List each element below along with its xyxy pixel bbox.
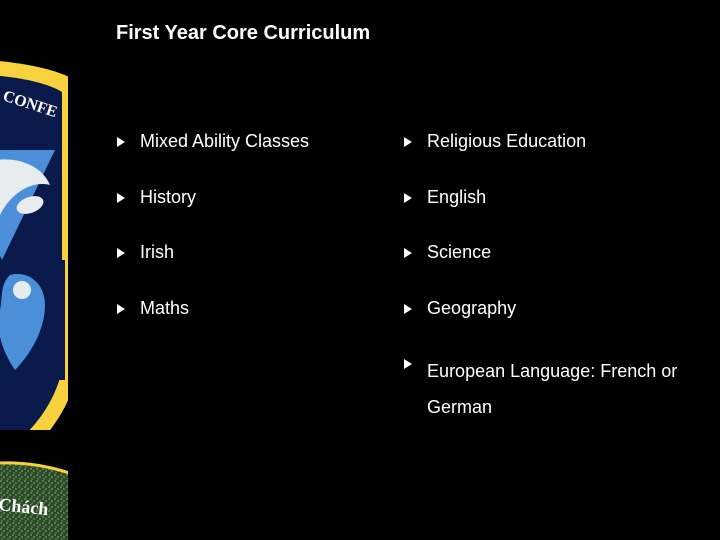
chevron-right-icon <box>403 304 413 314</box>
list-item-label: Irish <box>140 242 403 264</box>
list-item: History <box>116 187 403 209</box>
list-item-label: Science <box>427 242 700 264</box>
chevron-right-icon <box>403 193 413 203</box>
list-item-label: Mixed Ability Classes <box>140 131 403 153</box>
list-item: English <box>403 187 700 209</box>
list-item: Religious Education <box>403 131 700 153</box>
list-item-label: English <box>427 187 700 209</box>
chevron-right-icon <box>116 137 126 147</box>
curriculum-columns: Mixed Ability Classes History Irish Math… <box>116 131 700 459</box>
list-item: Geography <box>403 298 700 320</box>
list-item: Mixed Ability Classes <box>116 131 403 153</box>
list-item: Maths <box>116 298 403 320</box>
slide-content: First Year Core Curriculum Mixed Ability… <box>68 0 720 540</box>
crest-svg: CONFE Chách <box>0 0 68 540</box>
right-column: Religious Education English Science Geog… <box>403 131 700 459</box>
list-item: European Language: French or German <box>403 353 700 425</box>
chevron-right-icon <box>116 193 126 203</box>
crest-sidebar-image: CONFE Chách <box>0 0 68 540</box>
slide-title: First Year Core Curriculum <box>116 22 700 45</box>
left-column: Mixed Ability Classes History Irish Math… <box>116 131 403 459</box>
list-item: Irish <box>116 242 403 264</box>
list-item-label: Geography <box>427 298 700 320</box>
list-item-label: European Language: French or German <box>427 353 700 425</box>
list-item: Science <box>403 242 700 264</box>
list-item-label: Maths <box>140 298 403 320</box>
list-item-label: History <box>140 187 403 209</box>
chevron-right-icon <box>116 304 126 314</box>
chevron-right-icon <box>403 137 413 147</box>
chevron-right-icon <box>403 248 413 258</box>
list-item-label: Religious Education <box>427 131 700 153</box>
chevron-right-icon <box>403 359 413 369</box>
chevron-right-icon <box>116 248 126 258</box>
